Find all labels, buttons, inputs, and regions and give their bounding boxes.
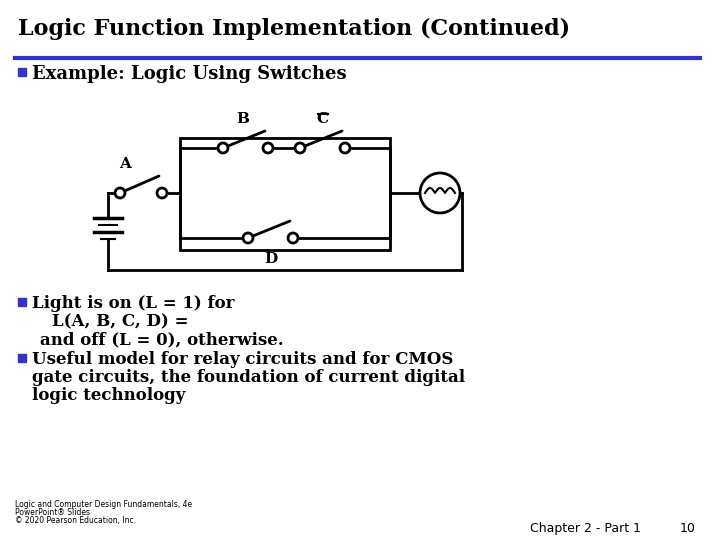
Text: and off (L = 0), otherwise.: and off (L = 0), otherwise. <box>40 331 284 348</box>
FancyBboxPatch shape <box>18 68 26 76</box>
FancyBboxPatch shape <box>18 298 26 306</box>
Circle shape <box>420 173 460 213</box>
Text: gate circuits, the foundation of current digital: gate circuits, the foundation of current… <box>32 369 465 386</box>
Text: © 2020 Pearson Education, Inc.: © 2020 Pearson Education, Inc. <box>15 516 136 525</box>
Circle shape <box>288 233 298 243</box>
Text: logic technology: logic technology <box>32 387 185 404</box>
Text: Logic and Computer Design Fundamentals, 4e: Logic and Computer Design Fundamentals, … <box>15 500 192 509</box>
Circle shape <box>157 188 167 198</box>
Text: Logic Function Implementation (Continued): Logic Function Implementation (Continued… <box>18 18 570 40</box>
Text: D: D <box>264 252 277 266</box>
Text: C: C <box>316 112 328 126</box>
Circle shape <box>243 233 253 243</box>
Text: B: B <box>236 112 249 126</box>
Text: Light is on (L = 1) for: Light is on (L = 1) for <box>32 295 235 312</box>
Text: A: A <box>119 157 131 171</box>
Circle shape <box>340 143 350 153</box>
Text: Example: Logic Using Switches: Example: Logic Using Switches <box>32 65 346 83</box>
Text: 10: 10 <box>680 522 696 535</box>
Text: L(A, B, C, D) =: L(A, B, C, D) = <box>52 313 189 330</box>
Circle shape <box>295 143 305 153</box>
Circle shape <box>263 143 273 153</box>
Text: PowerPoint® Slides: PowerPoint® Slides <box>15 508 90 517</box>
Circle shape <box>115 188 125 198</box>
Circle shape <box>218 143 228 153</box>
Text: Useful model for relay circuits and for CMOS: Useful model for relay circuits and for … <box>32 351 454 368</box>
Text: Chapter 2 - Part 1: Chapter 2 - Part 1 <box>530 522 641 535</box>
FancyBboxPatch shape <box>18 354 26 362</box>
